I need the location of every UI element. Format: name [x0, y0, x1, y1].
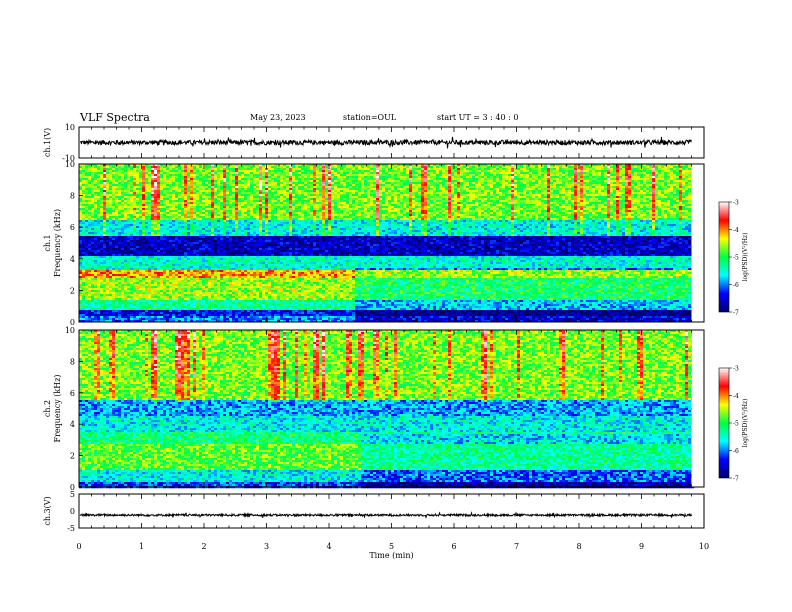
colorbar-tick-label: -4 — [733, 393, 739, 400]
colorbar-tick-label: -4 — [733, 227, 739, 234]
y-tick-label: 4 — [70, 255, 75, 264]
colorbar-tick-label: -3 — [733, 200, 739, 207]
y-tick-label: 10 — [65, 160, 75, 169]
x-tick-label: 1 — [139, 542, 144, 551]
y-tick-label: 8 — [70, 192, 75, 201]
x-tick-label: 4 — [326, 542, 331, 551]
colorbar-tick-label: -5 — [733, 255, 739, 262]
colorbar-label: log(PSD)(V²/Hz) — [742, 399, 749, 448]
colorbar-tick-label: -3 — [733, 366, 739, 373]
y-tick-label: 8 — [70, 357, 75, 366]
colorbar-gradient — [719, 368, 729, 478]
y-axis-label-frequency: Frequency (kHz) — [53, 209, 62, 277]
x-tick-label: 9 — [639, 542, 644, 551]
x-axis-label: Time (min) — [369, 551, 413, 560]
colorbar-tick-label: -6 — [733, 282, 739, 289]
x-tick-label: 5 — [389, 542, 394, 551]
x-tick-label: 8 — [576, 542, 581, 551]
colorbar-tick-label: -7 — [733, 310, 739, 317]
y-axis-label-channel: ch.1 — [43, 234, 52, 251]
colorbar-label: log(PSD)(V²/Hz) — [742, 233, 749, 282]
spectrogram-blank — [692, 164, 705, 322]
colorbar-tick-label: -6 — [733, 448, 739, 455]
y-tick-label: 2 — [70, 452, 75, 461]
y-tick-label: 6 — [70, 223, 75, 232]
colorbar-tick-label: -5 — [733, 421, 739, 428]
y-tick-label: 2 — [70, 286, 75, 295]
y-axis-label: ch.1(V) — [43, 128, 52, 157]
x-tick-label: 6 — [451, 542, 456, 551]
spectrogram-blank — [692, 330, 705, 487]
y-tick-label: 10 — [65, 123, 75, 132]
x-tick-label: 0 — [76, 542, 81, 551]
waveform-frame — [79, 494, 704, 528]
y-axis-label-frequency: Frequency (kHz) — [53, 374, 62, 442]
colorbar-gradient — [719, 202, 729, 312]
y-tick-label: 4 — [70, 420, 75, 429]
y-tick-label: 0 — [70, 507, 75, 516]
spectrogram-cells — [79, 330, 694, 488]
y-tick-label: 6 — [70, 389, 75, 398]
x-tick-label: 10 — [699, 542, 709, 551]
y-tick-label: 10 — [65, 326, 75, 335]
y-axis-label: ch.3(V) — [43, 496, 52, 525]
y-axis-label-channel: ch.2 — [43, 400, 52, 417]
x-axis: 0 1 2 3 4 5 6 7 8 9 10 Time (min) — [76, 542, 709, 560]
colorbar-tick-label: -7 — [733, 476, 739, 483]
x-tick-label: 2 — [201, 542, 206, 551]
waveform-panel-3: 5 0 -5 ch.3(V) — [43, 490, 704, 533]
spectrogram-cells — [79, 164, 694, 322]
y-tick-label: -5 — [67, 524, 75, 533]
colorbar: -3 -4 -5 -6 -7 log(PSD)(V²/Hz) — [719, 200, 749, 317]
x-tick-label: 3 — [264, 542, 269, 551]
colorbar: -3 -4 -5 -6 -7 log(PSD)(V²/Hz) — [719, 366, 749, 483]
y-tick-label: 5 — [70, 490, 75, 499]
x-tick-label: 7 — [514, 542, 519, 551]
